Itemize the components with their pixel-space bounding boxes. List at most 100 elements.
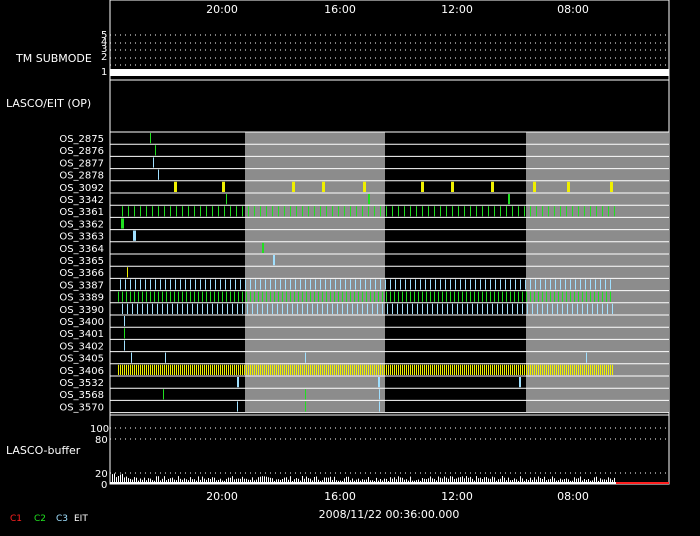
os-event-mark [178, 364, 179, 375]
buffer-sample [476, 476, 477, 482]
os-event-mark [446, 291, 447, 302]
os-event-mark [324, 364, 325, 375]
os-event-mark [435, 279, 436, 290]
os-event-mark [445, 279, 446, 290]
os-event-mark [542, 206, 543, 217]
os-event-mark [607, 303, 608, 314]
os-event-mark [520, 279, 521, 290]
os-event-mark [194, 291, 195, 302]
os-event-mark [554, 206, 555, 217]
os-event-mark [330, 279, 331, 290]
os-event-mark [386, 364, 387, 375]
os-event-mark [236, 206, 237, 217]
os-event-mark [530, 206, 531, 217]
os-event-mark [510, 291, 511, 302]
os-row-label: OS_2878 [59, 171, 104, 182]
os-event-mark [354, 291, 355, 302]
os-event-mark [305, 352, 306, 363]
os-event-mark [455, 279, 456, 290]
os-event-mark [350, 279, 351, 290]
os-event-mark [464, 364, 465, 375]
os-event-mark [512, 303, 513, 314]
buffer-sample [484, 477, 485, 482]
os-event-mark [602, 303, 603, 314]
buffer-sample [334, 476, 335, 482]
os-event-mark [262, 364, 263, 375]
buffer-sample [156, 476, 157, 482]
os-event-mark [575, 279, 576, 290]
os-event-mark [572, 303, 573, 314]
os-event-mark [184, 364, 185, 375]
os-event-mark [306, 364, 307, 375]
os-event-mark [602, 291, 603, 302]
os-event-mark [508, 194, 510, 205]
os-event-mark [406, 291, 407, 302]
os-event-mark [422, 364, 423, 375]
os-event-mark [128, 364, 129, 375]
os-event-mark [335, 279, 336, 290]
buffer-sample [436, 480, 437, 482]
legend-c3: C3 [56, 514, 68, 524]
os-event-mark [352, 364, 353, 375]
buffer-sample [260, 476, 261, 482]
os-event-mark [502, 364, 503, 375]
os-event-mark [368, 206, 369, 217]
os-event-mark [296, 364, 297, 375]
os-event-mark [297, 303, 298, 314]
os-event-mark [472, 364, 473, 375]
os-event-mark [332, 364, 333, 375]
os-event-mark [172, 303, 173, 314]
buffer-sample [246, 478, 247, 482]
os-event-mark [298, 364, 299, 375]
buffer-sample [354, 480, 355, 482]
os-event-mark [282, 303, 283, 314]
os-event-mark [595, 279, 596, 290]
os-event-mark [379, 401, 380, 412]
os-event-mark [140, 279, 141, 290]
os-event-mark [506, 206, 507, 217]
os-event-mark [284, 364, 285, 375]
os-event-mark [532, 303, 533, 314]
os-event-mark [426, 291, 427, 302]
buffer-sample [464, 478, 465, 482]
os-event-mark [514, 291, 515, 302]
os-event-mark [524, 206, 525, 217]
buffer-sample [404, 479, 405, 482]
buffer-sample [250, 479, 251, 482]
os-event-mark [470, 291, 471, 302]
os-event-mark [610, 181, 613, 192]
buffer-sample [268, 477, 269, 482]
buffer-sample [444, 476, 445, 482]
os-event-mark [222, 364, 223, 375]
os-event-mark [490, 279, 491, 290]
buffer-sample [120, 474, 121, 482]
os-event-mark [557, 303, 558, 314]
buffer-sample [424, 478, 425, 482]
buffer-sample [492, 476, 493, 482]
buffer-sample [332, 479, 333, 482]
buffer-sample [266, 476, 267, 482]
buffer-sample [568, 479, 569, 482]
buffer-sample [426, 479, 427, 482]
os-event-mark [134, 291, 135, 302]
os-event-mark [356, 206, 357, 217]
os-event-mark [374, 206, 375, 217]
os-event-mark [195, 279, 196, 290]
os-event-mark [367, 303, 368, 314]
buffer-sample [148, 478, 149, 482]
os-event-mark [602, 206, 603, 217]
buffer-sample [168, 478, 169, 482]
os-event-mark [608, 206, 609, 217]
os-event-mark [202, 291, 203, 302]
buffer-sample [364, 479, 365, 482]
os-event-mark [194, 364, 195, 375]
os-event-mark [408, 364, 409, 375]
buffer-sample [522, 478, 523, 482]
buffer-sample [290, 476, 291, 482]
buffer-sample [454, 478, 455, 482]
os-event-mark [242, 206, 243, 217]
os-event-mark [122, 303, 123, 314]
os-event-mark [434, 364, 435, 375]
os-event-mark [555, 279, 556, 290]
buffer-sample [540, 478, 541, 482]
